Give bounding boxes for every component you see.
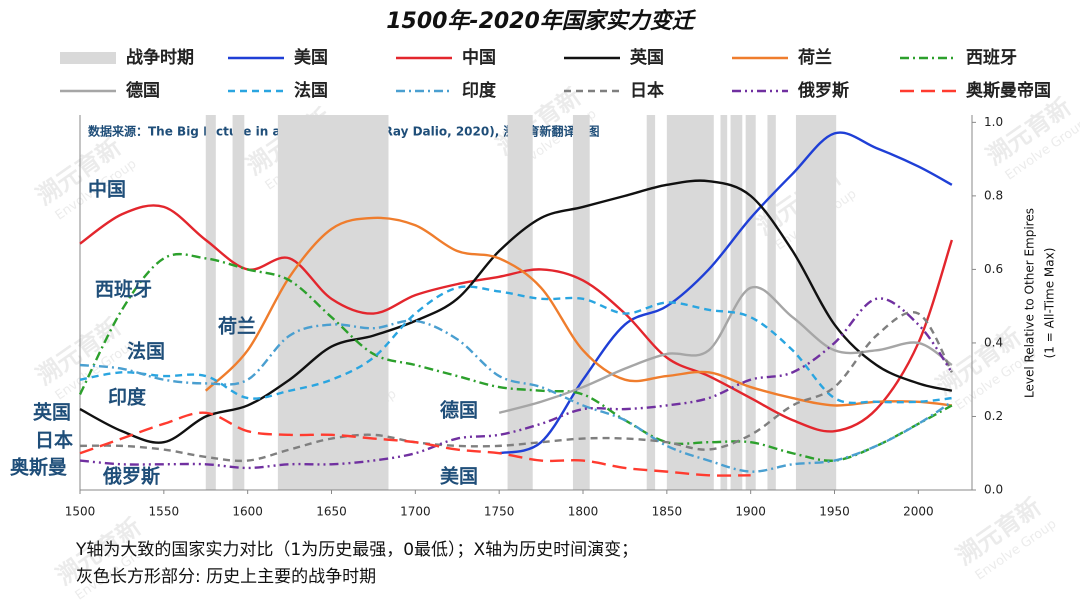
y-tick-label: 0.4 [984, 335, 1003, 349]
x-tick-label: 1550 [149, 505, 180, 519]
series-line [498, 285, 953, 414]
x-tick-label: 1750 [484, 505, 515, 519]
footer-line: Y轴为大致的国家实力对比（1为历史最强，0最低）；X轴为历史时间演变； [75, 540, 638, 560]
legend-label: 法国 [294, 80, 328, 101]
x-tick-label: 1900 [735, 505, 766, 519]
legend-label: 德国 [126, 80, 160, 101]
legend-label: 印度 [462, 80, 497, 101]
y-tick-label: 0.0 [984, 483, 1003, 497]
series-line [79, 179, 953, 444]
war-period [795, 115, 837, 490]
x-tick-label: 1800 [568, 505, 599, 519]
series-line [79, 285, 953, 405]
war-period [205, 115, 216, 490]
legend-label: 荷兰 [798, 47, 832, 68]
series-annotation: 俄罗斯 [102, 465, 160, 488]
series-annotation: 日本 [35, 429, 73, 452]
series-annotation: 印度 [108, 386, 147, 409]
legend-label: 中国 [462, 47, 496, 68]
legend-label: 战争时期 [126, 47, 194, 68]
legend-label: 美国 [294, 47, 328, 68]
x-tick-label: 1600 [232, 505, 263, 519]
legend-swatch [60, 52, 116, 64]
series-line [498, 131, 953, 455]
y-axis-label: Level Relative to Other Empires [1023, 208, 1037, 398]
legend-label: 英国 [630, 47, 664, 68]
x-tick-label: 1500 [65, 505, 96, 519]
x-tick-label: 1650 [316, 505, 347, 519]
series-annotation: 法国 [127, 340, 165, 363]
series-line [204, 216, 953, 407]
series-annotation: 中国 [88, 178, 126, 201]
y-tick-label: 0.6 [984, 262, 1003, 276]
legend-label: 日本 [630, 80, 664, 101]
chart-title: 1500年-2020年国家实力变迁 [386, 8, 697, 34]
war-period [572, 115, 590, 490]
x-tick-label: 1850 [652, 505, 683, 519]
war-period [232, 115, 245, 490]
x-tick-label: 2000 [903, 505, 934, 519]
war-period [646, 115, 656, 490]
y-tick-label: 1.0 [984, 115, 1003, 129]
series-line [79, 311, 953, 463]
series-annotation: 奥斯曼 [10, 456, 67, 479]
series-line [78, 252, 953, 462]
x-tick-label: 1700 [400, 505, 431, 519]
series-annotation: 英国 [33, 401, 71, 424]
x-tick-label: 1950 [819, 505, 850, 519]
series-line [79, 297, 953, 470]
legend-label: 奥斯曼帝国 [966, 80, 1051, 101]
war-period [745, 115, 756, 490]
legend-label: 西班牙 [966, 48, 1017, 68]
series-annotation: 西班牙 [95, 278, 152, 301]
series-annotation: 德国 [440, 399, 478, 422]
y-tick-label: 0.2 [984, 409, 1003, 423]
series-annotation: 荷兰 [218, 315, 256, 338]
legend-label: 俄罗斯 [797, 80, 849, 101]
war-period [277, 115, 389, 490]
y-axis-note: (1 = All-Time Max) [1043, 248, 1057, 359]
war-period [507, 115, 533, 490]
series-annotation: 美国 [440, 465, 478, 488]
y-tick-label: 0.8 [984, 188, 1003, 202]
series-line [79, 204, 954, 433]
series-line [79, 411, 751, 477]
war-period [720, 115, 728, 490]
war-period [767, 115, 776, 490]
footer-line: 灰色长方形部分: 历史上主要的战争时期 [76, 567, 376, 587]
